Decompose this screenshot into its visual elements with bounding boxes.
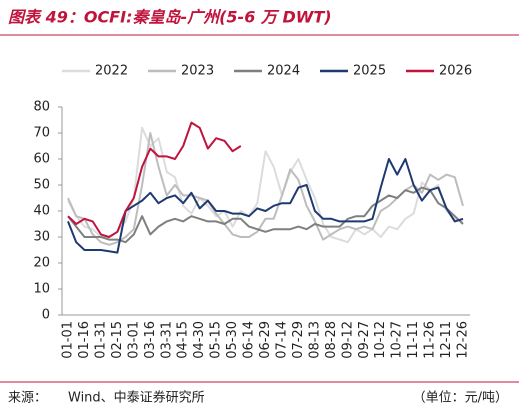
x-tick-label: 02-15 — [110, 321, 125, 359]
y-tick-label: 30 — [33, 230, 50, 245]
unit: （单位：元/吨） — [413, 391, 508, 406]
x-tick-label: 08-28 — [324, 321, 339, 359]
x-tick-label: 03-01 — [126, 321, 141, 359]
x-tick-label: 01-16 — [77, 321, 92, 359]
x-tick-label: 12-11 — [439, 321, 454, 359]
x-tick-label: 10-12 — [373, 321, 388, 359]
x-tick-label: 03-16 — [143, 321, 158, 359]
x-tick-label: 12-26 — [456, 321, 471, 359]
series-line — [67, 121, 242, 238]
y-tick-label: 70 — [33, 126, 50, 141]
y-tick-label: 10 — [33, 282, 50, 297]
y-tick-label: 60 — [33, 152, 50, 167]
x-tick-label: 01-31 — [93, 321, 108, 359]
y-tick-label: 20 — [33, 256, 50, 271]
x-tick-label: 10-27 — [390, 321, 405, 359]
x-tick-label: 11-26 — [423, 321, 438, 359]
x-tick-label: 01-01 — [61, 321, 76, 359]
x-tick-label: 11-11 — [406, 321, 421, 359]
series-line — [67, 186, 464, 244]
x-tick-label: 08-13 — [307, 321, 322, 359]
x-tick-label: 05-15 — [209, 321, 224, 359]
series-line — [67, 158, 464, 254]
x-tick-label: 06-14 — [242, 321, 257, 359]
legend-label: 2023 — [181, 64, 214, 79]
source-label: 来源： — [8, 391, 47, 406]
x-tick-label: 04-15 — [176, 321, 191, 359]
x-tick-label: 07-14 — [274, 321, 289, 359]
series-line — [67, 126, 464, 244]
y-tick-label: 80 — [33, 100, 50, 115]
y-tick-label: 50 — [33, 178, 50, 193]
x-tick-label: 09-12 — [340, 321, 355, 359]
x-tick-label: 04-30 — [192, 321, 207, 359]
chart-title: 图表 49：OCFI:秦皇岛-广州(5-6 万 DWT) — [8, 8, 332, 27]
x-tick-label: 07-29 — [291, 321, 306, 359]
legend-label: 2022 — [95, 64, 128, 79]
legend-label: 2026 — [439, 64, 472, 79]
x-tick-label: 09-27 — [357, 321, 372, 359]
legend-label: 2025 — [353, 64, 386, 79]
x-tick-label: 06-29 — [258, 321, 273, 359]
x-tick-label: 03-31 — [159, 321, 174, 359]
source: Wind、中泰证券研究所 — [68, 390, 205, 406]
series-line — [67, 132, 464, 246]
legend-label: 2024 — [267, 64, 300, 79]
y-tick-label: 40 — [33, 204, 50, 219]
x-tick-label: 05-30 — [225, 321, 240, 359]
y-tick-label: 0 — [42, 308, 50, 323]
